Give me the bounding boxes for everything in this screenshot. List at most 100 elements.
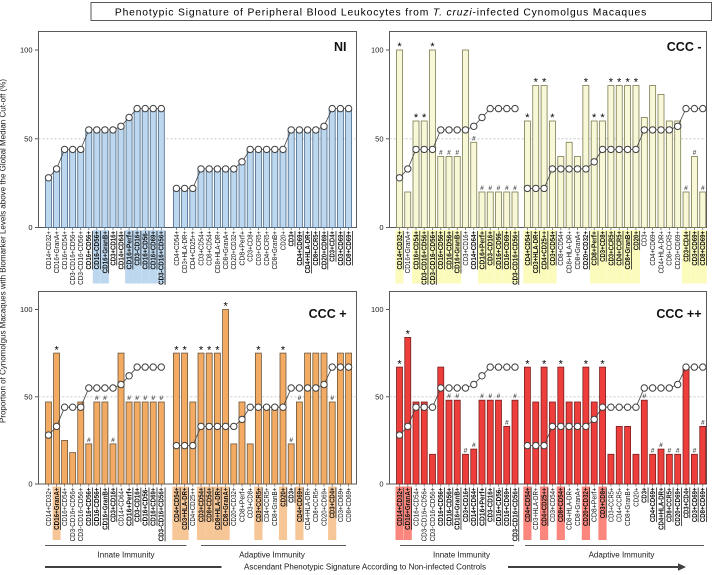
- svg-text:NI: NI: [334, 40, 347, 54]
- svg-text:CD3-CD16-CD56+: CD3-CD16-CD56+: [428, 230, 437, 284]
- svg-text:CD8+CD69+: CD8+CD69+: [698, 487, 707, 522]
- svg-text:#: #: [455, 393, 459, 400]
- svg-text:CD8+CD54+: CD8+CD54+: [205, 487, 214, 522]
- svg-text:CD20+: CD20+: [278, 231, 287, 250]
- svg-text:CD4+CD69+: CD4+CD69+: [295, 230, 304, 265]
- svg-text:50: 50: [375, 134, 383, 143]
- svg-text:CD8+CD69+: CD8+CD69+: [698, 230, 707, 265]
- svg-text:#: #: [151, 395, 155, 402]
- svg-text:#: #: [95, 395, 99, 402]
- svg-text:100: 100: [20, 46, 33, 55]
- svg-text:*: *: [617, 77, 622, 89]
- svg-text:*: *: [414, 112, 419, 124]
- svg-text:CD3+CD4+: CD3+CD4+: [328, 230, 337, 261]
- svg-text:CD3+CD54+: CD3+CD54+: [196, 487, 205, 522]
- svg-text:#: #: [651, 447, 655, 454]
- svg-text:CD16+GranB+: CD16+GranB+: [453, 230, 462, 273]
- svg-text:CD8+CD54+: CD8+CD54+: [556, 231, 565, 266]
- svg-text:Adaptive Immunity: Adaptive Immunity: [589, 551, 655, 560]
- svg-text:CD3+: CD3+: [287, 230, 296, 246]
- svg-text:#: #: [505, 185, 509, 192]
- svg-text:#: #: [472, 135, 476, 142]
- svg-text:CD3+CD54+: CD3+CD54+: [548, 488, 557, 523]
- svg-text:CD4+CD25++: CD4+CD25++: [188, 488, 197, 527]
- svg-text:Innate Immunity: Innate Immunity: [98, 551, 155, 560]
- svg-text:CD3+: CD3+: [640, 487, 649, 503]
- svg-text:Ascendant Phenotypic Signature: Ascendant Phenotypic Signature According…: [244, 563, 486, 572]
- svg-text:0: 0: [28, 223, 32, 232]
- svg-text:#: #: [497, 393, 501, 400]
- svg-text:CD3+CD69+: CD3+CD69+: [336, 488, 345, 523]
- svg-text:CD3+CD16+: CD3+CD16+: [108, 230, 117, 265]
- svg-text:*: *: [54, 344, 59, 356]
- svg-text:CD20+CD69+: CD20+CD69+: [319, 488, 328, 527]
- svg-text:#: #: [676, 447, 680, 454]
- svg-text:CD16+GranB+: CD16+GranB+: [100, 230, 109, 273]
- svg-text:CD3+HLA-DR+: CD3+HLA-DR+: [531, 488, 540, 530]
- svg-text:50: 50: [24, 392, 32, 401]
- svg-text:CD8+CCR5+: CD8+CCR5+: [311, 230, 320, 265]
- svg-text:CD16+CD56+: CD16+CD56+: [436, 230, 445, 269]
- svg-text:#: #: [488, 185, 492, 192]
- svg-text:CD20+: CD20+: [631, 488, 640, 507]
- svg-text:CD14+CD32+: CD14+CD32+: [44, 488, 53, 527]
- svg-text:CD16+GranB+: CD16+GranB+: [100, 487, 109, 530]
- svg-text:CD4+CD54+: CD4+CD54+: [172, 487, 181, 522]
- svg-text:CD8+GranA+: CD8+GranA+: [221, 487, 230, 526]
- svg-text:CD3-CD16+CD56+: CD3-CD16+CD56+: [510, 487, 519, 541]
- svg-text:#: #: [497, 185, 501, 192]
- svg-text:CD3+CD8+: CD3+CD8+: [246, 488, 255, 519]
- svg-text:*: *: [406, 329, 411, 341]
- svg-text:CD3+: CD3+: [287, 487, 296, 503]
- svg-text:*: *: [207, 344, 212, 356]
- svg-text:CD14+CD64+: CD14+CD64+: [469, 230, 478, 269]
- svg-text:CD3+CCR5+: CD3+CCR5+: [606, 230, 615, 265]
- svg-text:CD3-CD16+: CD3-CD16+: [133, 487, 142, 522]
- svg-text:CD3+CD4+: CD3+CD4+: [681, 230, 690, 261]
- svg-text:0: 0: [28, 480, 32, 489]
- svg-text:CD20+CD69+: CD20+CD69+: [319, 230, 328, 269]
- svg-text:0: 0: [379, 480, 383, 489]
- svg-text:CD8+GranA+: CD8+GranA+: [573, 231, 582, 270]
- svg-text:CD3+HLA-DR+: CD3+HLA-DR+: [180, 487, 189, 530]
- svg-text:CD3+HLA-DR+: CD3+HLA-DR+: [180, 231, 189, 273]
- svg-text:#: #: [447, 150, 451, 157]
- svg-text:CD4+CD54+: CD4+CD54+: [523, 487, 532, 522]
- svg-text:CD16+Perf+: CD16+Perf+: [125, 487, 134, 526]
- svg-text:CD8+CD54+: CD8+CD54+: [556, 487, 565, 522]
- svg-text:CD8+HLA-DR+: CD8+HLA-DR+: [213, 231, 222, 273]
- svg-text:CD3+: CD3+: [640, 231, 649, 246]
- svg-text:CD3-CD16-CD56+: CD3-CD16-CD56+: [428, 488, 437, 542]
- svg-text:*: *: [625, 77, 630, 89]
- svg-text:CD3-CD16+CD56+: CD3-CD16+CD56+: [157, 230, 166, 284]
- svg-text:*: *: [609, 77, 614, 89]
- svg-text:CD16+Perf+: CD16+Perf+: [477, 230, 486, 269]
- svg-text:CD8+GranB+: CD8+GranB+: [623, 230, 632, 269]
- svg-text:CD3+CD4+: CD3+CD4+: [681, 487, 690, 518]
- svg-text:CD16+CD56-: CD16+CD56-: [494, 231, 503, 270]
- svg-text:#: #: [701, 185, 705, 192]
- svg-text:*: *: [534, 77, 539, 89]
- svg-text:0: 0: [379, 223, 383, 232]
- svg-text:CD3-CD16+CD56+: CD3-CD16+CD56+: [157, 487, 166, 541]
- svg-text:CD3+CD8+: CD3+CD8+: [598, 487, 607, 518]
- svg-text:#: #: [87, 437, 91, 444]
- svg-text:Innate Immunity: Innate Immunity: [433, 551, 490, 560]
- svg-text:CD3+CD69+: CD3+CD69+: [690, 487, 699, 522]
- svg-text:*: *: [174, 344, 179, 356]
- svg-text:CD3-CD16+CD56+: CD3-CD16+CD56+: [68, 231, 77, 285]
- svg-text:50: 50: [24, 134, 32, 143]
- svg-text:CD8+CD69+: CD8+CD69+: [344, 230, 353, 265]
- svg-text:CD3-CD16-CD56+: CD3-CD16-CD56+: [76, 488, 85, 542]
- svg-text:#: #: [488, 393, 492, 400]
- svg-text:CD3+CCR5+: CD3+CCR5+: [254, 487, 263, 522]
- svg-text:CD4+HLA-DR+: CD4+HLA-DR+: [303, 230, 312, 273]
- svg-text:CD4+HLA-DR+: CD4+HLA-DR+: [656, 231, 665, 273]
- svg-text:#: #: [330, 395, 334, 402]
- svg-text:CD3-CD16+: CD3-CD16+: [486, 487, 495, 522]
- svg-text:CD16+CD56+: CD16+CD56+: [436, 487, 445, 526]
- svg-text:CD20+CD69+: CD20+CD69+: [673, 231, 682, 270]
- svg-text:CCC +: CCC +: [309, 307, 347, 321]
- svg-text:CD3+CD69+: CD3+CD69+: [690, 230, 699, 265]
- svg-text:CD4+CCR5+: CD4+CCR5+: [262, 488, 271, 523]
